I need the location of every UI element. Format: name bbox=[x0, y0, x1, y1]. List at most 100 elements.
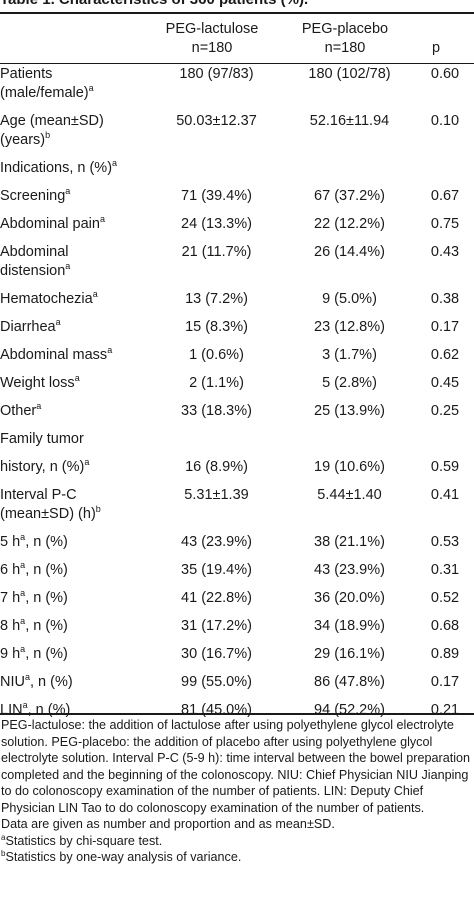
table-row: Diarrheaa 15 (8.3%) 23 (12.8%) 0.17 bbox=[0, 318, 474, 346]
row-label: 5 ha, n (%) bbox=[0, 533, 150, 561]
row-label-suffix: , n (%) bbox=[25, 534, 68, 550]
peg-lactulose-value: 21 (11.7%) bbox=[181, 244, 252, 260]
row-label: Abdominal distensiona bbox=[0, 243, 150, 290]
row-label: Interval P-C (mean±SD) (h)b bbox=[0, 486, 150, 533]
peg-lactulose-value: 13 (7.2%) bbox=[185, 291, 248, 307]
row-label-line: Age (mean±SD) bbox=[0, 112, 150, 131]
peg-lactulose-value: 1 (0.6%) bbox=[189, 347, 244, 363]
peg-placebo-value: 180 (102/78) bbox=[308, 66, 391, 82]
top-rule bbox=[0, 12, 474, 14]
row-label-line: Screeninga bbox=[0, 187, 150, 206]
table-row: NIUa, n (%) 99 (55.0%) 86 (47.8%) 0.17 bbox=[0, 673, 474, 701]
peg-placebo-value bbox=[283, 430, 416, 458]
header-col1-name: PEG-lactulose bbox=[165, 21, 259, 37]
row-label-text: Abdominal bbox=[0, 244, 69, 260]
table-row: Weight lossa 2 (1.1%) 5 (2.8%) 0.45 bbox=[0, 374, 474, 402]
peg-placebo-value: 67 (37.2%) bbox=[314, 188, 385, 204]
superscript-mark: b bbox=[95, 504, 101, 515]
superscript-mark: a bbox=[55, 317, 61, 328]
table-row: Hematocheziaa 13 (7.2%) 9 (5.0%) 0.38 bbox=[0, 290, 474, 318]
row-label-line: Family tumor bbox=[0, 430, 150, 449]
p-value: 0.89 bbox=[430, 646, 460, 662]
peg-placebo-value: 22 (12.2%) bbox=[314, 216, 385, 232]
table-row: Abdominal distensiona 21 (11.7%) 26 (14.4%)… bbox=[0, 243, 474, 290]
row-label-text: Age (mean±SD) bbox=[0, 113, 104, 129]
row-label: 6 ha, n (%) bbox=[0, 561, 150, 589]
row-label: Abdominal paina bbox=[0, 215, 150, 243]
row-label-line: Interval P-C bbox=[0, 486, 150, 505]
p-value: 0.31 bbox=[430, 562, 460, 578]
row-label: NIUa, n (%) bbox=[0, 673, 150, 701]
footnote-b: bStatistics by one-way analysis of varia… bbox=[1, 849, 473, 866]
row-label-text: history, n (%) bbox=[0, 459, 85, 475]
row-label: Diarrheaa bbox=[0, 318, 150, 346]
row-label: Weight lossa bbox=[0, 374, 150, 402]
row-label-line: Abdominal massa bbox=[0, 346, 150, 365]
p-value: 0.41 bbox=[430, 487, 460, 503]
footnote-a-mark: a bbox=[1, 832, 6, 842]
peg-placebo-value: 3 (1.7%) bbox=[322, 347, 377, 363]
header-peg-lactulose: PEG-lactulose n=180 bbox=[150, 20, 274, 58]
superscript-mark: a bbox=[65, 186, 71, 197]
row-label-suffix: , n (%) bbox=[25, 646, 68, 662]
p-value bbox=[416, 430, 474, 458]
superscript-mark: a bbox=[20, 644, 26, 655]
table-row: 5 ha, n (%) 43 (23.9%) 38 (21.1%) 0.53 bbox=[0, 533, 474, 561]
footnote-a: aStatistics by chi-square test. bbox=[1, 833, 473, 850]
superscript-mark: a bbox=[20, 588, 26, 599]
header-rule bbox=[0, 63, 474, 64]
p-value: 0.10 bbox=[430, 113, 460, 129]
superscript-mark: a bbox=[112, 158, 118, 169]
header-col1-n: n=180 bbox=[191, 40, 233, 56]
peg-lactulose-value: 180 (97/83) bbox=[179, 66, 254, 82]
peg-placebo-value: 25 (13.9%) bbox=[314, 403, 385, 419]
peg-lactulose-value: 16 (8.9%) bbox=[185, 459, 248, 475]
row-label-text: (mean±SD) (h) bbox=[0, 506, 96, 522]
row-label-line: Hematocheziaa bbox=[0, 290, 150, 309]
row-label-line: Abdominal bbox=[0, 243, 150, 262]
row-label: Othera bbox=[0, 402, 150, 430]
p-value bbox=[416, 159, 474, 187]
row-label-text: distension bbox=[0, 263, 66, 279]
row-label-text: Abdominal mass bbox=[0, 347, 108, 363]
peg-lactulose-value: 31 (17.2%) bbox=[181, 618, 252, 634]
row-label-line: Abdominal paina bbox=[0, 215, 150, 234]
superscript-mark: a bbox=[65, 261, 71, 272]
peg-placebo-value: 5 (2.8%) bbox=[322, 375, 377, 391]
p-value: 0.45 bbox=[430, 375, 460, 391]
row-label: Hematocheziaa bbox=[0, 290, 150, 318]
row-label: Family tumor bbox=[0, 430, 150, 458]
superscript-mark: b bbox=[45, 130, 51, 141]
peg-lactulose-value: 71 (39.4%) bbox=[181, 188, 252, 204]
table-row: 9 ha, n (%) 30 (16.7%) 29 (16.1%) 0.89 bbox=[0, 645, 474, 673]
superscript-mark: a bbox=[20, 532, 26, 543]
p-value: 0.59 bbox=[430, 459, 460, 475]
table-footnotes: PEG-lactulose: the addition of lactulose… bbox=[1, 717, 473, 866]
row-label-line: Diarrheaa bbox=[0, 318, 150, 337]
peg-placebo-value: 26 (14.4%) bbox=[314, 244, 385, 260]
superscript-mark: a bbox=[20, 616, 26, 627]
p-value: 0.62 bbox=[430, 347, 460, 363]
row-label-line: Indications, n (%)a bbox=[0, 159, 150, 178]
table-caption: Table 1. Characteristics of 360 patients… bbox=[0, 0, 474, 13]
peg-placebo-value: 9 (5.0%) bbox=[322, 291, 377, 307]
row-label: history, n (%)a bbox=[0, 458, 150, 486]
peg-lactulose-value: 30 (16.7%) bbox=[181, 646, 252, 662]
peg-lactulose-value bbox=[150, 159, 283, 187]
row-label: 8 ha, n (%) bbox=[0, 617, 150, 645]
p-value: 0.17 bbox=[430, 674, 460, 690]
superscript-mark: a bbox=[92, 289, 98, 300]
row-label: 9 ha, n (%) bbox=[0, 645, 150, 673]
peg-lactulose-value: 50.03±12.37 bbox=[176, 113, 257, 129]
peg-placebo-value: 23 (12.8%) bbox=[314, 319, 385, 335]
row-label: Age (mean±SD) (years)b bbox=[0, 112, 150, 159]
row-label-text: 9 h bbox=[0, 646, 21, 662]
p-value: 0.75 bbox=[430, 216, 460, 232]
table-row: 6 ha, n (%) 35 (19.4%) 43 (23.9%) 0.31 bbox=[0, 561, 474, 589]
header-col2-n: n=180 bbox=[324, 40, 366, 56]
peg-lactulose-value: 33 (18.3%) bbox=[181, 403, 252, 419]
row-label-suffix: , n (%) bbox=[25, 618, 68, 634]
row-label-text: NIU bbox=[0, 674, 25, 690]
table-row: Indications, n (%)a bbox=[0, 159, 474, 187]
footnote-definitions: PEG-lactulose: the addition of lactulose… bbox=[1, 718, 471, 815]
